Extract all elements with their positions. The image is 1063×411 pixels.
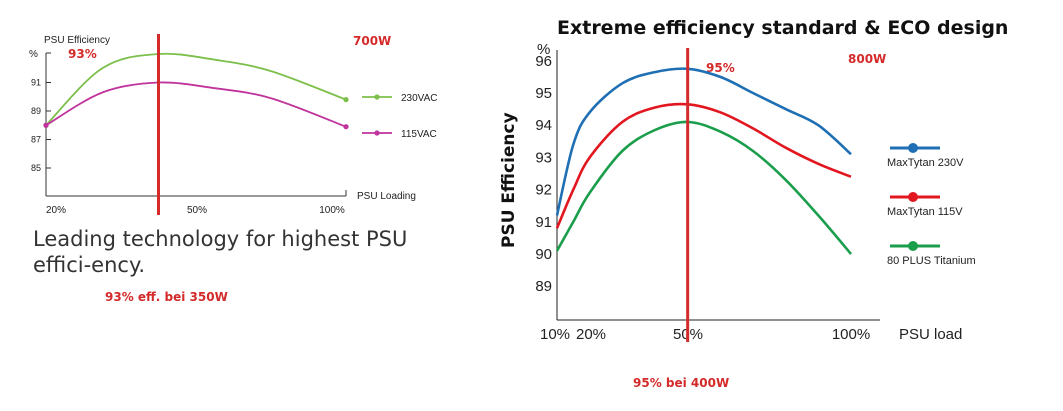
right-y-tick-label: 89 [535,278,552,295]
right-y-tick-label: 90 [535,246,552,263]
left-y-tick-label: 89 [31,106,41,116]
right-yunit: % [537,41,550,58]
right-power-label: 800W [848,52,886,66]
right-chart: Extreme efficiency standard & ECO design… [499,17,1008,390]
right-legend-marker [908,192,918,202]
left-series-line [45,52,347,126]
right-x-tick-label: 100% [832,326,870,343]
left-series-lines [43,34,349,215]
left-y-tick-label: 91 [31,78,41,88]
left-xlabel: PSU Loading [357,191,416,202]
left-series-point [43,122,49,128]
left-legend-label: 115VAC [401,129,437,140]
right-note: 95% bei 400W [633,376,729,390]
left-ylabel: PSU Efficiency [44,35,110,46]
right-legend: MaxTytan 230V MaxTytan 115V 80 PLUS Titani… [887,143,976,267]
left-yunit: % [29,49,38,60]
right-x-tick-label: 10% [540,326,570,343]
left-x-tick-label: 20% [46,205,66,216]
right-y-tick-label: 96 [535,53,552,70]
right-y-tick-label: 95 [535,85,552,102]
right-legend-label: 80 PLUS Titanium [887,255,976,267]
right-y-tick-label: 92 [535,182,552,199]
right-xlabel: PSU load [899,326,962,343]
left-legend-marker [374,94,380,100]
right-legend-label: MaxTytan 115V [887,206,963,218]
right-y-tick-label: 93 [535,149,552,166]
right-series-line [555,102,852,229]
left-legend-label: 230VAC [401,93,438,104]
left-chart: PSU Efficiency % 93% 700W 85 87 89 91 20% 50%… [29,34,438,304]
left-x-tick-label: 100% [319,205,345,216]
right-y-tick-label: 94 [535,117,552,134]
left-legend: 230VAC 115VAC [362,93,438,140]
left-y-tick-label: 87 [31,135,41,145]
right-legend-marker [908,241,918,251]
right-ylabel: PSU Efficiency [499,112,519,248]
left-series-point [343,97,349,103]
right-top-value: 95% [706,61,735,75]
right-legend-label: MaxTytan 230V [887,157,964,169]
left-series-line [45,81,347,128]
left-series-point [343,124,349,130]
left-axes: 85 87 89 91 20% 50% 100% [31,52,347,216]
left-tagline: Leading technology for highest PSU effic… [33,227,408,277]
right-x-tick-label: 20% [576,326,606,343]
left-legend-marker [374,130,380,136]
left-x-tick-label: 50% [187,205,207,216]
left-top-value: 93% [68,47,97,61]
right-title: Extreme efficiency standard & ECO design [557,17,1008,39]
right-y-tick-label: 91 [535,214,552,231]
left-note: 93% eff. bei 350W [105,290,228,304]
left-power-label: 700W [353,34,391,48]
left-y-tick-label: 85 [31,163,41,173]
right-legend-marker [908,143,918,153]
right-series-lines [555,48,852,342]
